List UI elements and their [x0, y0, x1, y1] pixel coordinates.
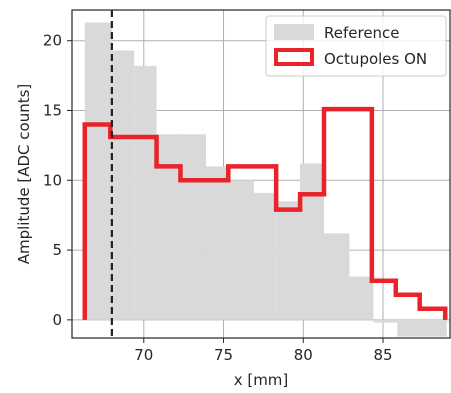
y-tick-label: 5	[52, 241, 62, 259]
reference-bar-6	[229, 180, 254, 320]
reference-series	[84, 22, 447, 337]
reference-bar-4	[180, 134, 206, 320]
x-tick-label: 80	[294, 346, 313, 364]
y-tick-label: 10	[43, 171, 62, 189]
x-tick-label: 85	[373, 346, 392, 364]
y-tick-label: 15	[43, 101, 62, 119]
reference-bar-5	[205, 166, 230, 320]
reference-bar-9	[300, 163, 324, 320]
legend: Reference Octupoles ON	[265, 15, 447, 77]
x-tick-label: 70	[134, 346, 153, 364]
reference-bar-10	[324, 233, 350, 320]
plot-frame	[71, 9, 451, 339]
reference-bar-0	[84, 22, 112, 320]
reference-bar-8	[276, 201, 301, 320]
legend-swatch-reference	[274, 24, 314, 40]
reference-bar-13	[397, 319, 447, 337]
x-tick-label: 75	[214, 346, 233, 364]
y-axis-label: Amplitude [ADC counts]	[15, 84, 33, 265]
reference-bar-1	[111, 50, 135, 320]
octupoles-series	[82, 106, 448, 320]
y-tick-label: 0	[52, 311, 62, 329]
reference-bar-3	[156, 134, 181, 320]
legend-swatch-octupoles	[274, 48, 314, 66]
y-tick-label: 20	[43, 32, 62, 50]
reference-bar-2	[134, 65, 157, 320]
octupoles-step-line	[82, 106, 448, 320]
reference-bar-11	[349, 276, 374, 320]
legend-label-reference: Reference	[324, 24, 400, 42]
reference-bar-7	[253, 192, 277, 320]
y-ticks: 0 5 10 15 20	[43, 32, 72, 329]
legend-label-octupoles: Octupoles ON	[324, 50, 427, 68]
x-ticks: 70 75 80 85	[134, 338, 393, 364]
reference-bar-12	[373, 319, 398, 323]
x-axis-label: x [mm]	[234, 371, 289, 389]
